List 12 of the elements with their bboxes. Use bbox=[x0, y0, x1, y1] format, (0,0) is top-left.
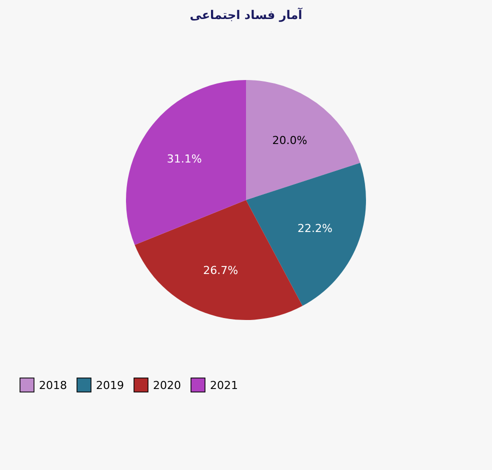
data-label: 22.2% bbox=[298, 222, 332, 235]
legend-label: 2018 bbox=[39, 379, 67, 392]
legend-label: 2021 bbox=[210, 379, 238, 392]
pie-slice bbox=[246, 162, 366, 306]
legend-label: 2019 bbox=[96, 379, 124, 392]
data-label: 26.7% bbox=[203, 264, 238, 277]
pie-slice bbox=[126, 80, 246, 245]
pie-slice bbox=[246, 80, 360, 200]
legend-label: 2020 bbox=[153, 379, 181, 392]
data-label: 31.1% bbox=[166, 152, 202, 166]
data-label: 20.0% bbox=[272, 134, 308, 147]
chart-title: آمار فساد اجتماعی bbox=[190, 7, 304, 22]
